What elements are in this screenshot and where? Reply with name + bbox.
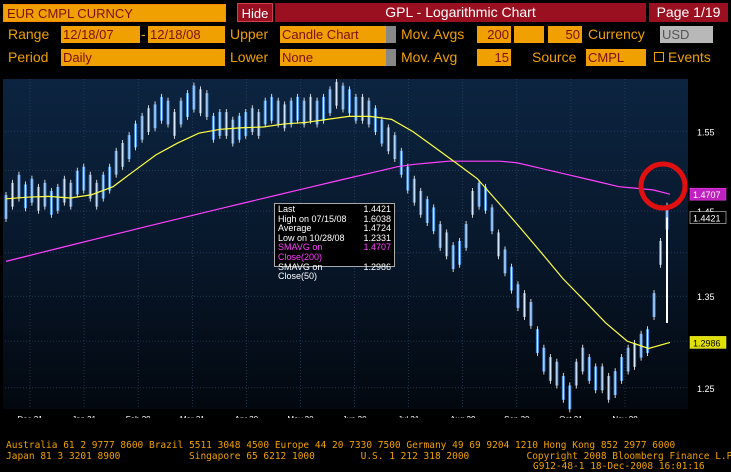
y-tick-label: 1.25 — [697, 384, 715, 394]
x-tick-label: Feb 29 — [126, 415, 151, 418]
dropdown-icon — [386, 26, 396, 43]
y-tick-label: 1.35 — [697, 292, 715, 302]
movavg-lower-label: Mov. Avg — [401, 49, 458, 65]
range-from-input[interactable]: 12/18/07 — [61, 26, 140, 43]
page-indicator[interactable]: Page 1/19 — [649, 3, 728, 22]
value-marker-label: 1.4707 — [693, 190, 721, 200]
value-marker — [689, 211, 727, 224]
ticker-field[interactable]: EUR CMPL CURNCY — [3, 4, 226, 22]
window-title: GPL - Logarithmic Chart — [385, 4, 536, 20]
x-tick-label: Sep 30 — [504, 415, 530, 418]
x-tick-label: Jul 31 — [398, 415, 420, 418]
movavg3-input[interactable]: 50 — [548, 26, 582, 43]
lower-label: Lower — [230, 49, 269, 65]
upper-label: Upper — [230, 26, 269, 42]
legend-value: 1.2331 — [363, 232, 391, 243]
movavg-lower-input[interactable]: 15 — [477, 49, 511, 66]
legend-value: 1.4707 — [363, 242, 391, 253]
legend-value: 1.4724 — [363, 223, 391, 234]
legend-label: High on 07/15/08 — [278, 213, 347, 224]
legend-row: Last 1.4421 — [278, 204, 391, 215]
x-tick-label: Apr 30 — [235, 415, 259, 418]
legend-label: SMAVG on Close(50) — [278, 261, 323, 282]
legend-value: 1.2986 — [363, 261, 391, 272]
period-label: Period — [8, 49, 49, 65]
period-select[interactable]: Daily — [61, 49, 225, 66]
ticker-text: EUR CMPL CURNCY — [7, 6, 133, 21]
x-tick-label: Jan 31 — [72, 415, 97, 418]
footer-line-3: G912-48-1 18-Dec-2008 16:01:16 — [533, 461, 705, 472]
movavg2-input[interactable] — [514, 26, 544, 43]
range-label: Range — [8, 26, 50, 42]
currency-label: Currency — [588, 26, 645, 42]
events-checkbox[interactable] — [654, 52, 664, 62]
ma-line — [5, 115, 671, 350]
y-tick-label: 1.55 — [697, 128, 715, 138]
value-marker-label: 1.4421 — [693, 214, 721, 224]
range-to-input[interactable]: 12/18/08 — [148, 26, 225, 43]
legend-value: 1.6038 — [363, 213, 391, 224]
x-tick-label: May 30 — [287, 415, 314, 418]
footer-line-2: Japan 81 3 3201 8900 Singapore 65 6212 1… — [6, 451, 731, 462]
dropdown-icon — [386, 49, 396, 66]
legend-label: Average — [278, 223, 312, 234]
legend-row: SMAVG on Close(200) 1.4707 — [278, 243, 391, 262]
source-input[interactable]: CMPL — [586, 49, 646, 66]
price-chart: 1.551.451.351.25 Dec 31Jan 31Feb 29Mar 3… — [3, 79, 727, 418]
lower-value: None — [282, 50, 314, 65]
legend-row: Average 1.4724 — [278, 224, 391, 234]
upper-select[interactable]: Candle Chart — [280, 26, 396, 43]
footer-line-1: Australia 61 2 9777 8600 Brazil 5511 304… — [6, 440, 676, 451]
value-marker — [689, 187, 727, 201]
legend-row: High on 07/15/08 1.6038 — [278, 213, 391, 225]
upper-value: Candle Chart — [282, 27, 359, 42]
x-tick-label: Mar 31 — [180, 415, 205, 418]
x-tick-label: Dec 31 — [17, 415, 43, 418]
legend-value: 1.4421 — [363, 204, 391, 214]
range-separator: - — [141, 26, 146, 42]
events-label: Events — [668, 49, 711, 65]
movavg1-input[interactable]: 200 — [477, 26, 511, 43]
hide-button[interactable]: Hide — [237, 3, 273, 22]
x-tick-label: Jun 30 — [343, 415, 368, 418]
legend-label: SMAVG on Close(200) — [278, 242, 323, 262]
title-bar: GPL - Logarithmic Chart — [275, 3, 646, 22]
legend-box: Last 1.4421 High on 07/15/08 1.6038 Average 1… — [274, 203, 395, 281]
x-tick-label: Nov 28 — [612, 415, 638, 418]
legend-row: Low on 10/28/08 1.2331 — [278, 232, 391, 244]
highlight-circle — [638, 161, 688, 211]
movavgs-label: Mov. Avgs — [401, 26, 465, 42]
value-marker-label: 1.2986 — [693, 338, 721, 348]
x-tick-label: Oct 31 — [559, 415, 583, 418]
source-label: Source — [532, 49, 577, 65]
legend-row: SMAVG on Close(50) 1.2986 — [278, 261, 391, 282]
page-label: Page 1/19 — [656, 4, 721, 20]
lower-select[interactable]: None — [280, 49, 396, 66]
legend-label: Low on 10/28/08 — [278, 232, 345, 243]
currency-input[interactable]: USD — [660, 26, 713, 43]
value-marker — [689, 336, 727, 349]
legend-label: Last — [278, 204, 296, 214]
hide-label: Hide — [241, 6, 269, 21]
ma-line — [5, 160, 671, 262]
x-tick-label: Aug 29 — [450, 415, 476, 418]
